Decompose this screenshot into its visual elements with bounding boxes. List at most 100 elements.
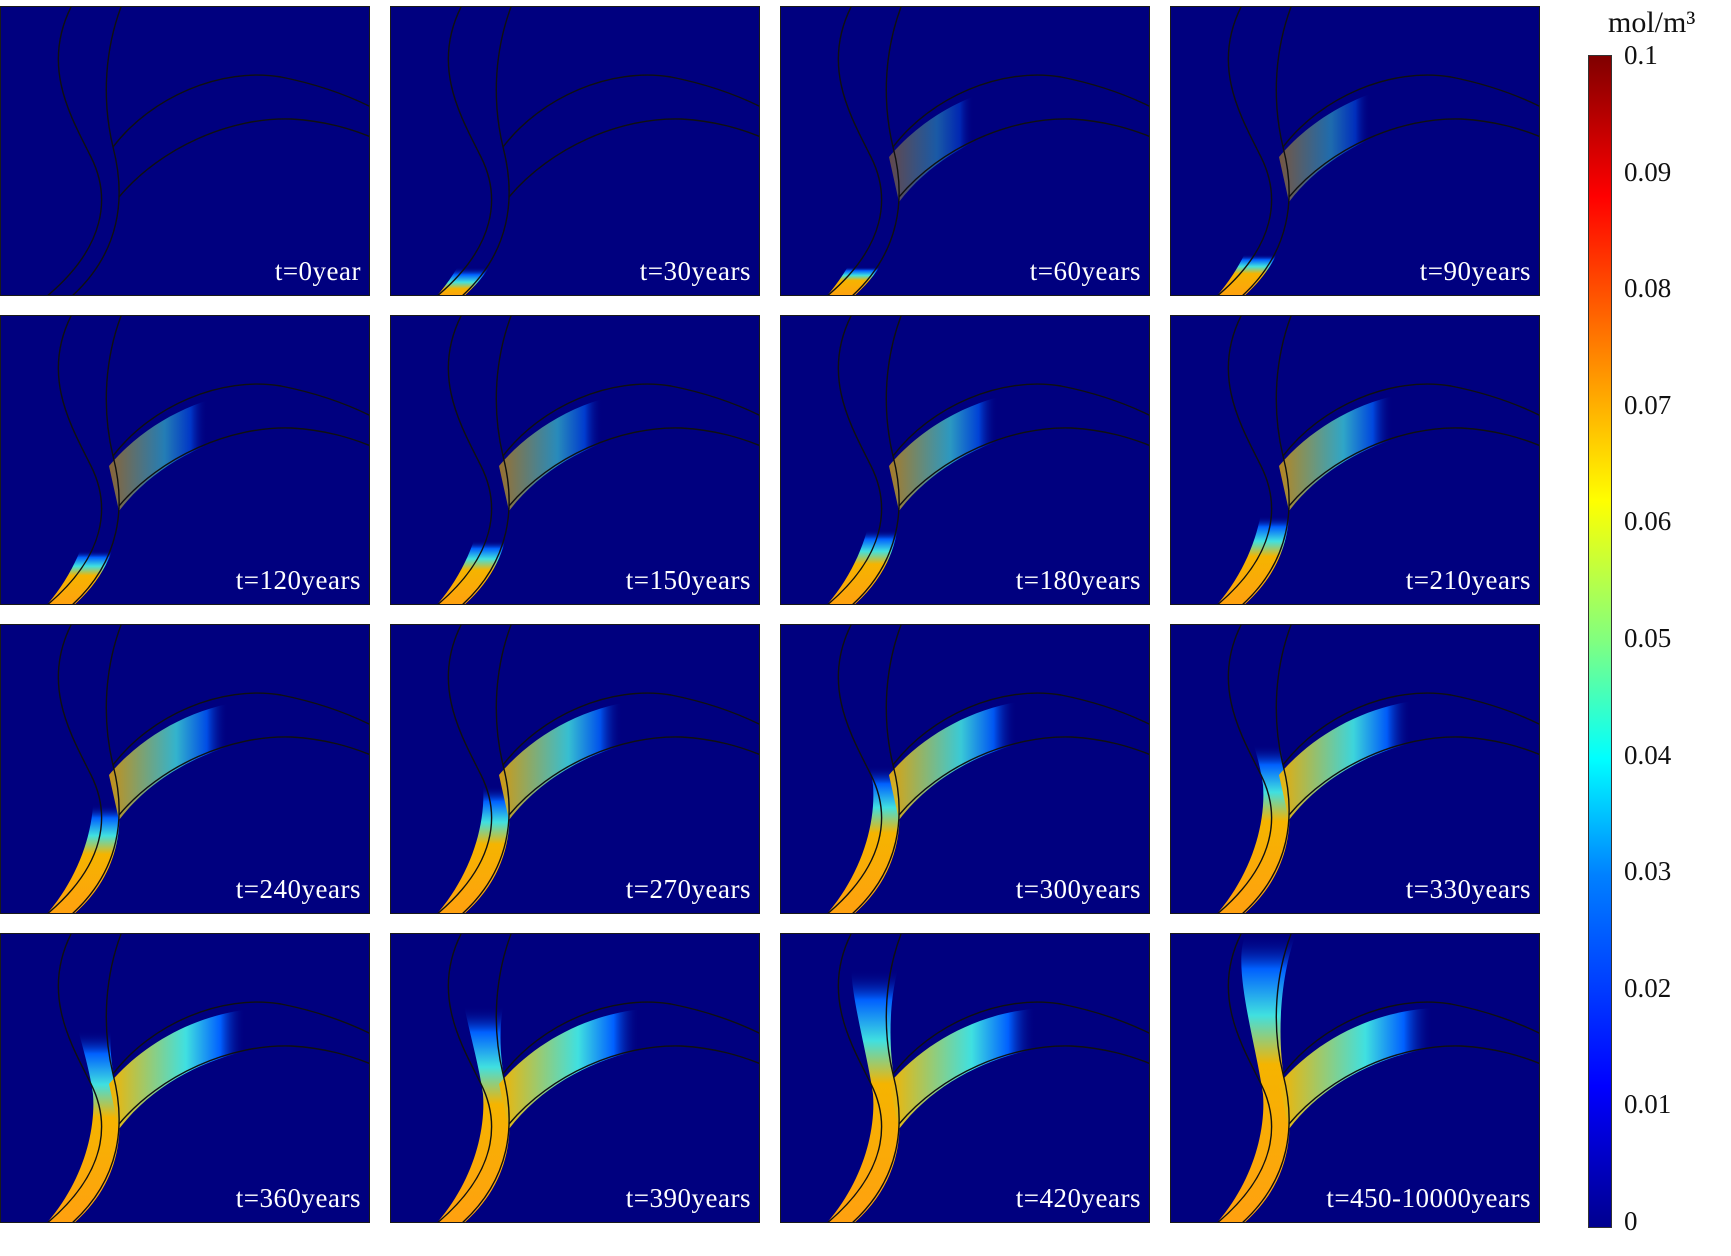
- branch-lower-boundary: [898, 118, 1149, 198]
- channel-right-boundary: [72, 7, 122, 295]
- branch-lower-boundary: [118, 427, 369, 507]
- channel-left-boundary: [437, 934, 493, 1222]
- channel-left-boundary: [47, 625, 103, 913]
- colorbar-tick-label: 0.04: [1624, 739, 1672, 770]
- branch-upper-boundary: [892, 692, 1149, 766]
- colorbar-tick-label: 0.09: [1624, 156, 1672, 187]
- channel-right-boundary: [1242, 625, 1292, 913]
- plume-branch: [1279, 81, 1471, 202]
- branch-lower-boundary: [1288, 736, 1539, 816]
- panel-time-label: t=390years: [625, 1183, 751, 1213]
- branch-lower-boundary: [1288, 118, 1539, 198]
- plume-field: [1217, 934, 1539, 1222]
- channel-right-boundary: [462, 316, 512, 604]
- branch-lower-boundary: [118, 118, 369, 198]
- channel-right-boundary: [72, 316, 122, 604]
- colorbar-tick-label: 0.07: [1624, 389, 1672, 420]
- plume-vertical: [47, 452, 126, 604]
- plume-field: [437, 625, 759, 913]
- colorbar-tick-label: 0.03: [1624, 856, 1672, 887]
- channel-left-boundary: [47, 7, 103, 295]
- branch-upper-boundary: [112, 383, 369, 457]
- plume-field: [437, 7, 759, 295]
- time-panel: t=390years: [390, 933, 760, 1223]
- plume-branch: [889, 390, 1081, 511]
- branch-upper-boundary: [1282, 383, 1539, 457]
- plume-vertical: [437, 148, 516, 295]
- colorbar-unit: mol/m³: [1608, 6, 1696, 39]
- branch-lower-boundary: [118, 736, 369, 816]
- channel-left-boundary: [1217, 625, 1273, 913]
- channel-right-boundary: [72, 625, 122, 913]
- channel-left-boundary: [1217, 7, 1273, 295]
- branch-lower-boundary: [508, 118, 759, 198]
- branch-upper-boundary: [112, 74, 369, 148]
- branch-upper-boundary: [1282, 74, 1539, 148]
- plume-field: [827, 934, 1149, 1222]
- channel-right-boundary: [852, 316, 902, 604]
- plume-field: [47, 316, 369, 604]
- channel-right-boundary: [462, 625, 512, 913]
- panel-time-label: t=0year: [274, 256, 361, 286]
- time-panel: t=420years: [780, 933, 1150, 1223]
- panel-time-label: t=60years: [1029, 256, 1141, 286]
- plume-field: [827, 7, 1149, 295]
- time-panel: t=90years: [1170, 6, 1540, 296]
- channel-left-boundary: [1217, 316, 1273, 604]
- branch-upper-boundary: [112, 692, 369, 766]
- plume-branch: [109, 699, 301, 820]
- plume-vertical: [437, 716, 516, 913]
- plume-branch: [109, 1008, 301, 1129]
- branch-upper-boundary: [502, 1001, 759, 1075]
- branch-lower-boundary: [508, 736, 759, 816]
- panel-time-label: t=180years: [1015, 565, 1141, 595]
- panel-time-label: t=360years: [235, 1183, 361, 1213]
- plume-field: [437, 316, 759, 604]
- time-panel: t=30years: [390, 6, 760, 296]
- channel-left-boundary: [47, 316, 103, 604]
- plume-branch: [499, 1008, 691, 1129]
- panel-time-label: t=90years: [1419, 256, 1531, 286]
- channel-left-boundary: [1217, 934, 1273, 1222]
- channel-left-boundary: [47, 934, 103, 1222]
- branch-upper-boundary: [1282, 1001, 1539, 1075]
- plume-vertical: [1217, 439, 1296, 604]
- channel-right-boundary: [852, 7, 902, 295]
- channel-left-boundary: [827, 316, 883, 604]
- time-panel: t=330years: [1170, 624, 1540, 914]
- channel-right-boundary: [72, 934, 122, 1222]
- time-panel: t=300years: [780, 624, 1150, 914]
- plume-branch: [889, 1008, 1081, 1129]
- branch-upper-boundary: [502, 692, 759, 766]
- branch-lower-boundary: [1288, 427, 1539, 507]
- time-panel: t=450-10000years: [1170, 933, 1540, 1223]
- time-panel: t=210years: [1170, 315, 1540, 605]
- time-panel: t=360years: [0, 933, 370, 1223]
- panel-time-label: t=30years: [639, 256, 751, 286]
- panel-time-label: t=150years: [625, 565, 751, 595]
- panel-time-label: t=450-10000years: [1326, 1183, 1531, 1213]
- plume-field: [1217, 7, 1539, 295]
- plume-field: [437, 934, 759, 1222]
- panel-time-label: t=420years: [1015, 1183, 1141, 1213]
- plume-field: [827, 316, 1149, 604]
- plume-field: [1217, 625, 1539, 913]
- plume-vertical: [827, 702, 906, 913]
- branch-lower-boundary: [508, 1045, 759, 1125]
- channel-right-boundary: [852, 625, 902, 913]
- colorbar-tick-label: 0.01: [1624, 1089, 1672, 1120]
- panel-time-label: t=330years: [1405, 874, 1531, 904]
- branch-lower-boundary: [118, 1045, 369, 1125]
- plume-branch: [1279, 699, 1471, 820]
- colorbar: [1588, 55, 1612, 1228]
- plume-field: [1217, 316, 1539, 604]
- plume-vertical: [437, 450, 516, 604]
- channel-right-boundary: [1242, 7, 1292, 295]
- channel-right-boundary: [462, 7, 512, 295]
- branch-upper-boundary: [1282, 692, 1539, 766]
- plume-vertical: [47, 982, 126, 1222]
- plume-vertical: [1217, 687, 1296, 913]
- colorbar-tick-label: 0.02: [1624, 972, 1672, 1003]
- plume-branch: [889, 81, 1081, 202]
- colorbar-tick-label: 0.05: [1624, 623, 1672, 653]
